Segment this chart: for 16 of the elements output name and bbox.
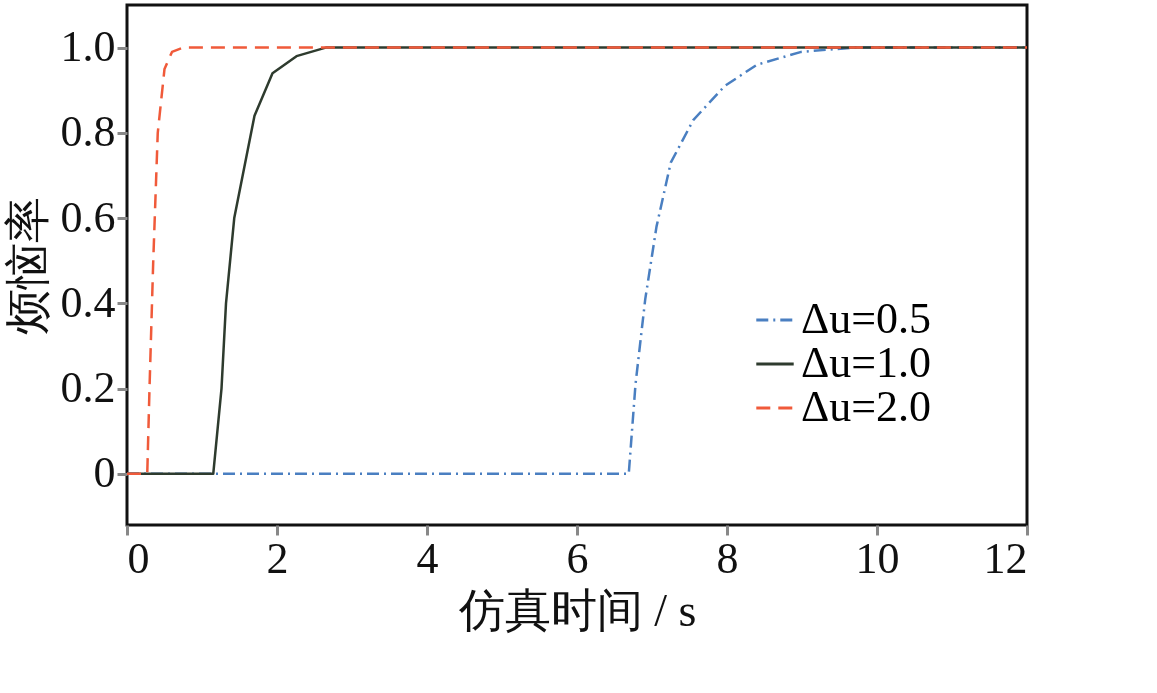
- y-tick-label: 0.6: [60, 192, 116, 242]
- y-tick-label: 1.0: [60, 22, 116, 72]
- x-tick-label: 0: [127, 533, 150, 583]
- x-tick-label: 12: [983, 533, 1028, 583]
- y-axis-title: 烦恼率: [1, 196, 53, 335]
- x-tick-label: 2: [266, 533, 289, 583]
- y-tick-label: 0: [93, 448, 116, 498]
- line-series: [127, 46, 1027, 476]
- x-tick-label: 8: [716, 533, 739, 583]
- y-tick-label: 0.4: [60, 277, 116, 327]
- y-tick-label: 0.2: [60, 363, 116, 413]
- y-tick-label: 0.8: [60, 107, 116, 157]
- x-tick-label: 10: [855, 533, 900, 583]
- x-tick-label: 4: [416, 533, 439, 583]
- x-tick-label: 6: [566, 533, 589, 583]
- x-axis-title: 仿真时间 / s: [457, 584, 697, 636]
